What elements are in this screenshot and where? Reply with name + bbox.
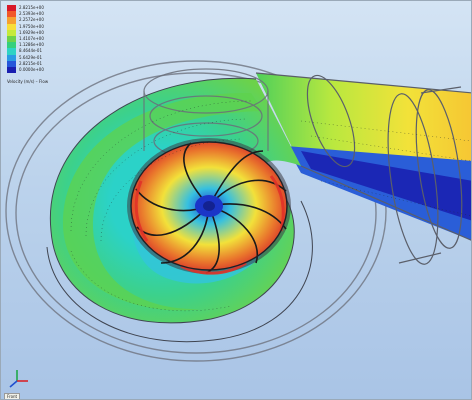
legend-row: 2.8215e+00 [7, 5, 77, 12]
view-orientation-label: Front [4, 393, 21, 399]
legend-value: 1.6929e+00 [19, 29, 44, 35]
legend-row: 2.5393e+00 [7, 11, 77, 18]
legend-value: 1.1286e+00 [19, 42, 44, 48]
color-legend: 2.8215e+00 2.5393e+00 2.2572e+00 1.9750e+00… [7, 5, 77, 84]
pipe-flange [306, 74, 463, 265]
legend-row: 2.2572e+00 [7, 17, 77, 24]
legend-row: 8.4644e-01 [7, 48, 77, 55]
legend-swatch [7, 11, 16, 18]
legend-value: 2.5393e+00 [19, 11, 44, 17]
legend-value: 2.8215e-01 [19, 60, 42, 66]
legend-swatch [7, 54, 16, 61]
legend-value: 2.2572e+00 [19, 17, 44, 23]
axis-triad-icon [9, 370, 28, 388]
legend-row: 1.9750e+00 [7, 23, 77, 30]
legend-swatch [7, 60, 16, 67]
legend-value: 5.6429e-01 [19, 54, 42, 60]
inlet-cylinder [143, 68, 269, 160]
legend-row: 0.0000e+00 [7, 66, 77, 74]
legend-swatch [7, 29, 16, 36]
streamlines [70, 100, 471, 312]
impeller [127, 138, 291, 275]
volute-outline [46, 77, 313, 343]
legend-row: 1.4107e+00 [7, 35, 77, 43]
legend-value: 1.4107e+00 [19, 35, 44, 41]
legend-row: 1.6929e+00 [7, 29, 77, 36]
legend-swatch [7, 23, 16, 30]
legend-swatch [7, 42, 16, 49]
legend-swatch [7, 48, 16, 55]
legend-swatch [7, 35, 16, 43]
legend-row: 2.8215e-01 [7, 60, 77, 67]
legend-value: 0.0000e+00 [19, 66, 44, 72]
legend-swatch [7, 5, 16, 12]
legend-row: 1.1286e+00 [7, 42, 77, 49]
legend-swatch [7, 17, 16, 24]
legend-row: 5.6429e-01 [7, 54, 77, 61]
legend-caption: Velocity (m/s) – Flow [7, 79, 49, 85]
legend-swatch [7, 66, 16, 74]
legend-value: 8.4644e-01 [19, 48, 42, 54]
legend-value: 1.9750e+00 [19, 23, 44, 29]
legend-value: 2.8215e+00 [19, 5, 44, 10]
casing-outline [5, 60, 387, 362]
